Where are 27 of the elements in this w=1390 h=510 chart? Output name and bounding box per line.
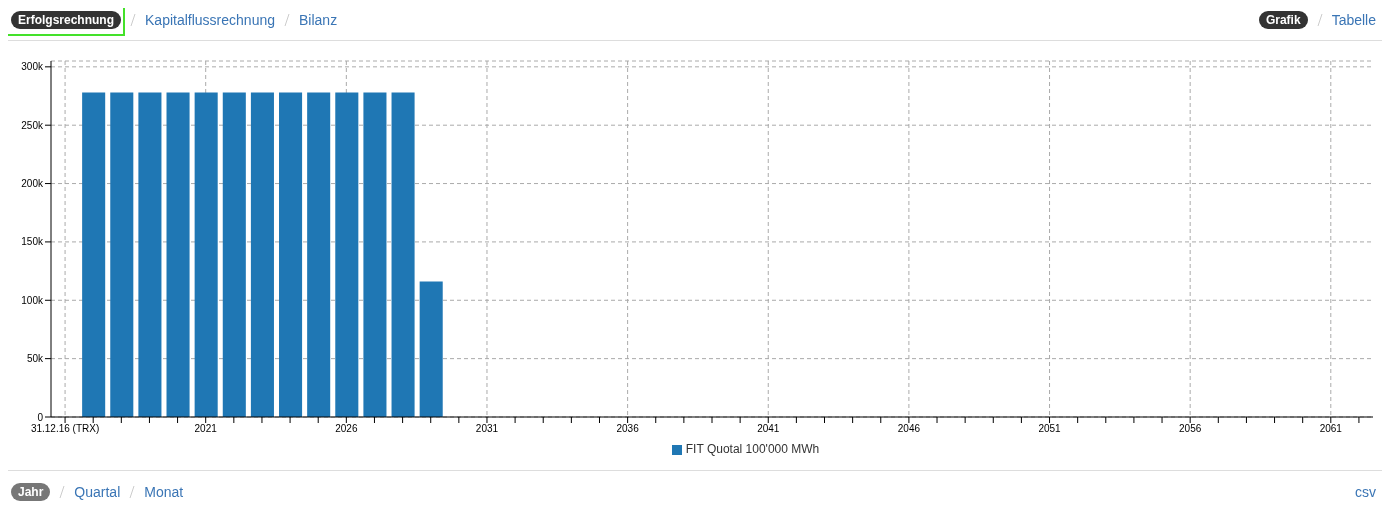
x-tick-label: 2021 (194, 423, 218, 435)
text: Jahr (11, 483, 51, 501)
x-tick-label: 31.12.16 (TRX) (30, 423, 100, 435)
x-tick-label: 2026 (335, 423, 358, 435)
text: csv (1355, 484, 1376, 500)
y-tick-label: 50k (26, 353, 44, 365)
y-tick-label: 200k (21, 178, 44, 190)
x-tick-label: 2036 (616, 423, 640, 435)
x-tick-label: 2061 (1319, 423, 1343, 435)
x-tick-label: 2031 (475, 423, 499, 435)
x-tick-label: 2056 (1179, 423, 1202, 435)
y-tick-label: 250k (21, 119, 44, 131)
legend-label: FIT Quotal 100'000 MWh (685, 442, 820, 456)
y-tick-label: 150k (21, 236, 44, 248)
text: Grafik (1258, 11, 1308, 29)
y-tick-label: 100k (21, 294, 44, 306)
text: Bilanz (299, 12, 338, 28)
x-tick-label: 2051 (1038, 423, 1062, 435)
x-tick-label: 2041 (757, 423, 780, 435)
y-tick-label: 300k (21, 61, 44, 73)
y-tick-label: 0 (37, 411, 44, 423)
text: Quartal (74, 484, 121, 500)
text: Erfolgsrechnung (11, 11, 122, 29)
text: Monat (144, 484, 184, 500)
x-tick-label: 2046 (897, 423, 921, 435)
text: Kapitalflussrechnung (145, 12, 275, 28)
text: Tabelle (1331, 12, 1376, 28)
